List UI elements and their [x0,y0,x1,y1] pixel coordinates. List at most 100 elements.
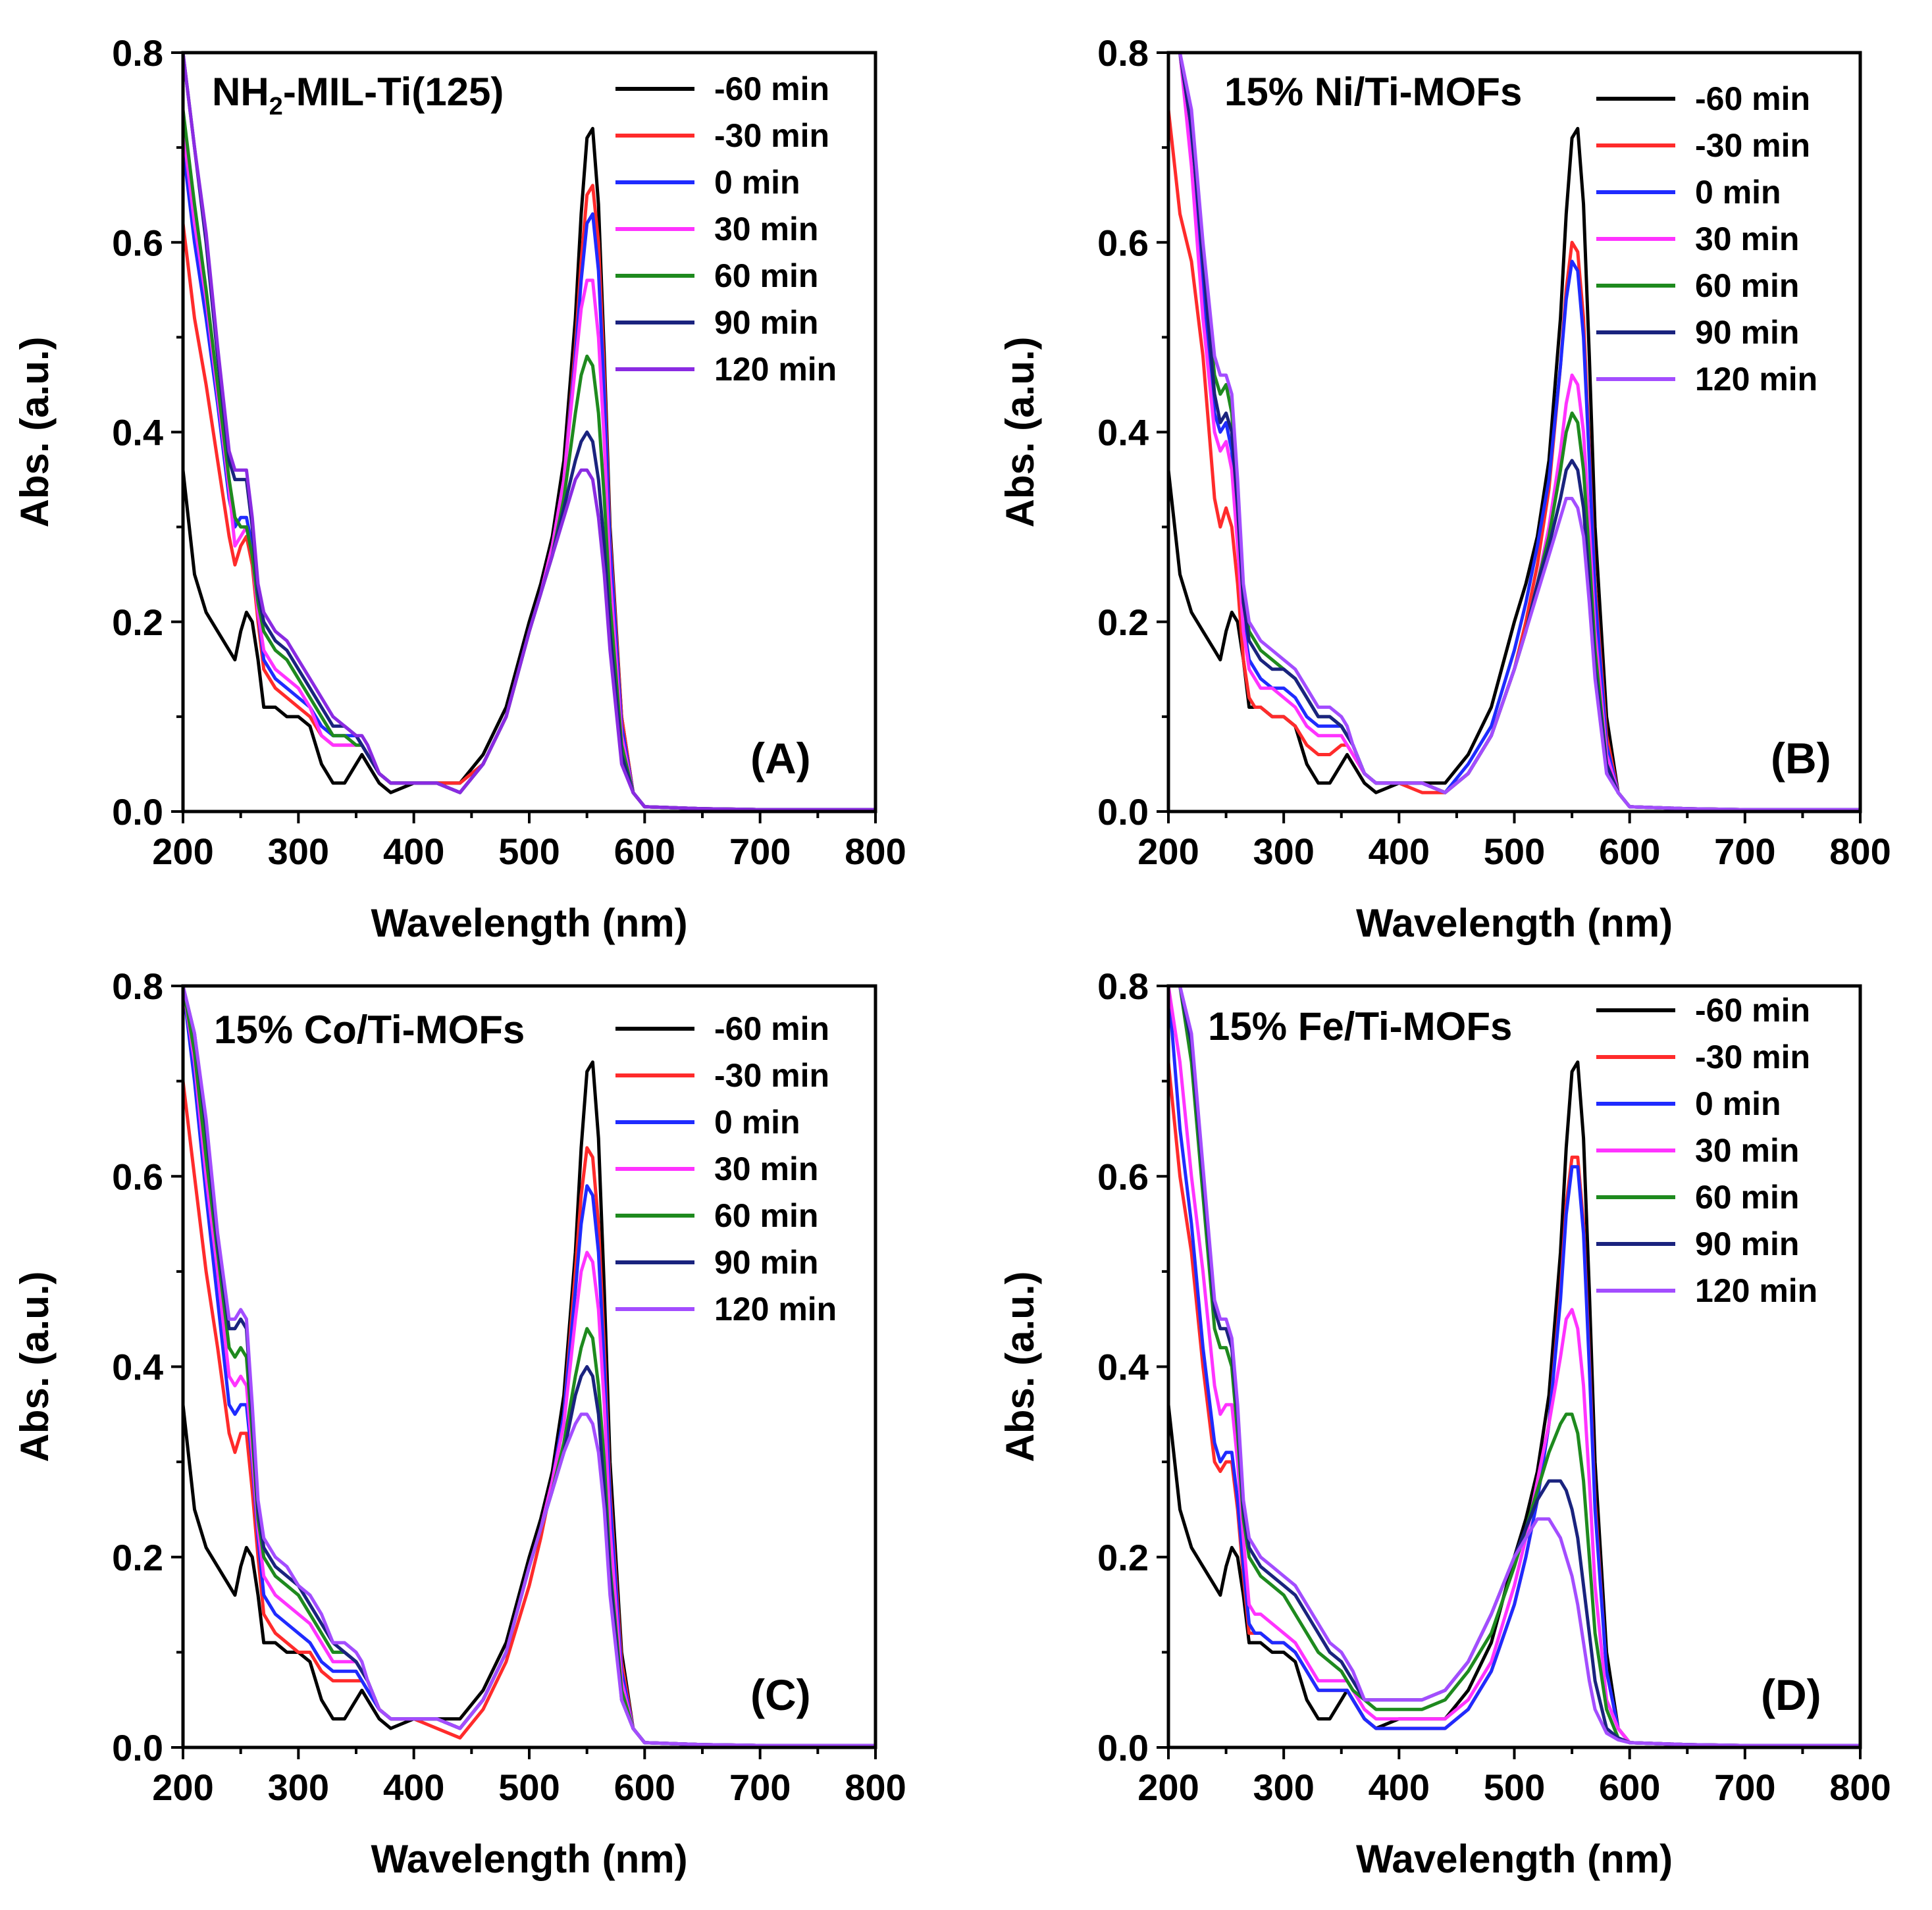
series-group [183,986,875,1747]
legend-label: 60 min [1695,1179,1799,1216]
plot-frame [181,984,877,1749]
panel-title: 15% Co/Ti-MOFs [214,1008,525,1052]
x-tick-label: 300 [268,1767,329,1808]
series-line-0min [1168,53,1860,812]
x-tick-label: 600 [1599,1767,1660,1808]
x-tick-label: 400 [383,1767,444,1808]
x-tick-label: 500 [1484,831,1545,872]
series-line-0min [1168,986,1860,1747]
series-line-30min [1168,986,1860,1747]
x-tick-label: 800 [1829,831,1891,872]
x-tick-label: 600 [1599,831,1660,872]
legend-label: -60 min [714,70,829,107]
y-tick-label: 0.0 [112,1727,163,1768]
y-tick-label: 0.4 [1097,1347,1149,1388]
x-tick-label: 200 [1137,831,1199,872]
x-tick-label: 700 [1714,831,1775,872]
y-tick-label: 0.4 [112,1347,163,1388]
x-tick-label: 600 [614,831,675,872]
y-tick-label: 0.8 [112,966,163,1007]
x-axis-title: Wavelength (nm) [371,1837,687,1881]
chart-panel-c: 200 300 400 500 600 700 800 0.0 0.2 0.4 0.6 0.8 Wave… [13,966,906,1881]
y-tick-label: 0.4 [1097,412,1149,453]
series-line-120min [183,986,875,1747]
legend-label: 120 min [1695,1272,1817,1309]
x-tick-label: 600 [614,1767,675,1808]
y-tick-label: 0.2 [112,1537,163,1578]
x-tick-label: 300 [1253,831,1314,872]
x-axis-title: Wavelength (nm) [1356,1837,1673,1881]
legend-label: -60 min [714,1010,829,1047]
panel-title: 15% Fe/Ti-MOFs [1208,1004,1512,1048]
panel-title: NH2-MIL-Ti(125) [212,70,504,120]
series-line-120min [183,53,875,812]
y-axis-title: Abs. (a.u.) [998,1271,1042,1462]
series-line-60min [1168,53,1860,812]
series-line-60min [183,986,875,1747]
legend: -60 min -30 min 0 min 30 min 60 min 90 min 120… [615,1010,837,1328]
legend-label: -30 min [1695,1039,1810,1075]
x-axis-title: Wavelength (nm) [1356,901,1673,945]
legend-label: -60 min [1695,992,1810,1029]
panel-letter: (C) [750,1670,811,1719]
legend-label: 60 min [714,1197,818,1234]
series-line-0min [183,986,875,1747]
series-line-30min [1168,53,1860,812]
panel-letter: (B) [1771,734,1831,783]
x-tick-label: 700 [729,1767,791,1808]
y-axis-title: Abs. (a.u.) [998,336,1042,527]
y-axis-title: Abs. (a.u.) [13,1271,57,1462]
legend-label: -30 min [714,1057,829,1094]
y-tick-label: 0.6 [1097,1156,1149,1197]
plot-frame [1166,51,1862,813]
y-tick-label: 0.4 [112,412,163,453]
y-tick-label: 0.2 [1097,1537,1149,1578]
y-tick-label: 0.8 [112,32,163,74]
chart-panel-b: 200 300 400 500 600 700 800 0.0 0.2 0.4 0.6 0.8 Wave… [998,32,1891,945]
y-tick-label: 0.0 [1097,791,1149,833]
x-tick-label: 800 [1829,1767,1891,1808]
x-tick-label: 300 [1253,1767,1314,1808]
x-tick-label: 800 [845,831,906,872]
legend-label: 0 min [714,1104,800,1141]
legend-label: 90 min [1695,1226,1799,1262]
chart-panel-a: 200 300 400 500 600 700 800 0.0 0.2 0.4 0.6 0.8 Wave… [13,32,906,945]
legend-label: 30 min [714,1150,818,1187]
x-tick-label: 500 [498,831,560,872]
legend-label: 120 min [1695,361,1817,398]
legend-label: 0 min [1695,1085,1781,1122]
x-tick-label: 400 [383,831,444,872]
legend-label: -30 min [714,117,829,154]
x-tick-label: 800 [845,1767,906,1808]
legend-label: 90 min [714,304,818,341]
y-tick-label: 0.6 [1097,222,1149,263]
legend: -60 min -30 min 0 min 30 min 60 min 90 min 120… [615,70,837,388]
series-group [1168,986,1860,1747]
legend: -60 min -30 min 0 min 30 min 60 min 90 min 120… [1596,80,1817,398]
legend-label: 90 min [1695,314,1799,351]
legend-label: 30 min [1695,1132,1799,1169]
x-tick-label: 200 [152,1767,213,1808]
series-line-neg30min [1168,108,1860,812]
legend-label: 0 min [1695,174,1781,211]
x-axis-title: Wavelength (nm) [371,901,687,945]
legend-label: 30 min [714,211,818,247]
series-line-90min [1168,53,1860,812]
panel-letter: (A) [750,734,811,783]
x-tick-label: 500 [1484,1767,1545,1808]
y-tick-label: 0.6 [112,1156,163,1197]
y-tick-label: 0.2 [1097,602,1149,643]
x-tick-label: 200 [152,831,213,872]
y-tick-label: 0.0 [112,791,163,833]
legend-label: 30 min [1695,220,1799,257]
panel-letter: (D) [1761,1670,1821,1719]
chart-panel-d: 200 300 400 500 600 700 800 0.0 0.2 0.4 0.6 0.8 Wave… [998,966,1891,1881]
y-axis-title: Abs. (a.u.) [13,336,57,527]
x-tick-label: 500 [498,1767,560,1808]
y-tick-label: 0.8 [1097,966,1149,1007]
series-group [183,53,875,812]
legend-label: 0 min [714,164,800,201]
legend-label: -60 min [1695,80,1810,117]
legend-label: 90 min [714,1244,818,1281]
